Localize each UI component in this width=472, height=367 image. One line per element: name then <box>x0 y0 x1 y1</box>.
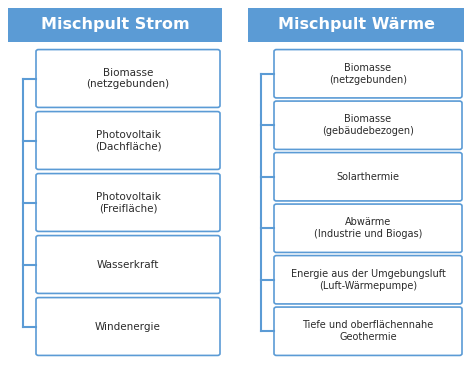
FancyBboxPatch shape <box>274 204 462 252</box>
FancyBboxPatch shape <box>274 307 462 355</box>
Text: Biomasse
(netzgebunden): Biomasse (netzgebunden) <box>329 63 407 84</box>
FancyBboxPatch shape <box>36 236 220 294</box>
Text: Mischpult Wärme: Mischpult Wärme <box>278 18 435 33</box>
Text: Mischpult Strom: Mischpult Strom <box>41 18 189 33</box>
Text: Tiefe und oberflächennahe
Geothermie: Tiefe und oberflächennahe Geothermie <box>303 320 434 342</box>
FancyBboxPatch shape <box>36 298 220 355</box>
Text: Wasserkraft: Wasserkraft <box>97 259 159 269</box>
FancyBboxPatch shape <box>274 153 462 201</box>
Text: Photovoltaik
(Freifläche): Photovoltaik (Freifläche) <box>95 192 160 213</box>
Text: Biomasse
(netzgebunden): Biomasse (netzgebunden) <box>86 68 169 89</box>
FancyBboxPatch shape <box>248 8 464 42</box>
FancyBboxPatch shape <box>36 112 220 170</box>
FancyBboxPatch shape <box>36 174 220 232</box>
Text: Solarthermie: Solarthermie <box>337 172 399 182</box>
FancyBboxPatch shape <box>36 50 220 108</box>
Text: Energie aus der Umgebungsluft
(Luft-Wärmepumpe): Energie aus der Umgebungsluft (Luft-Wärm… <box>291 269 446 291</box>
FancyBboxPatch shape <box>274 255 462 304</box>
Text: Windenergie: Windenergie <box>95 321 161 331</box>
FancyBboxPatch shape <box>8 8 222 42</box>
Text: Biomasse
(gebäudebezogen): Biomasse (gebäudebezogen) <box>322 115 414 136</box>
Text: Photovoltaik
(Dachfläche): Photovoltaik (Dachfläche) <box>95 130 161 151</box>
Text: Abwärme
(Industrie und Biogas): Abwärme (Industrie und Biogas) <box>314 218 422 239</box>
FancyBboxPatch shape <box>274 50 462 98</box>
FancyBboxPatch shape <box>274 101 462 149</box>
